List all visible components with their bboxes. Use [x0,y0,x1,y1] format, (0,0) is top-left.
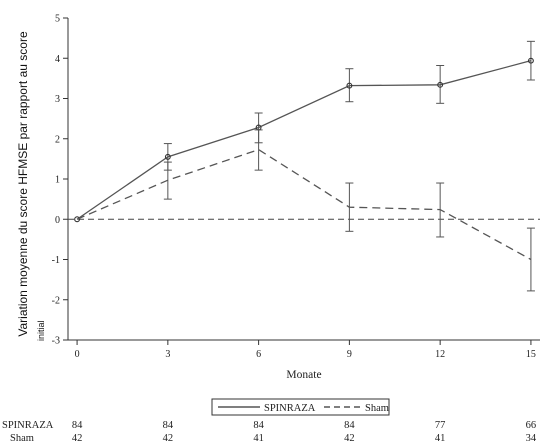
data-point-spinraza [346,82,353,89]
at-risk-value: 84 [253,420,264,431]
error-bar-spinraza [526,40,535,81]
at-risk-value: 42 [163,433,174,444]
at-risk-row-label: Sham [10,433,34,444]
y-tick-label: 0 [55,215,60,226]
y-tick-label: 2 [55,134,60,145]
x-tick-label: 9 [347,349,352,360]
at-risk-value: 84 [163,420,174,431]
x-tick-label: 12 [435,349,445,360]
at-risk-value: 77 [435,420,446,431]
error-bar-spinraza [436,64,445,104]
legend-label-sham: Sham [365,403,389,414]
x-tick-label: 0 [75,349,80,360]
series-line-spinraza [76,60,532,220]
at-risk-value: 42 [72,433,83,444]
at-risk-row-label: SPINRAZA [2,420,54,431]
at-risk-value: 66 [526,420,537,431]
error-bar-sham [163,161,172,200]
x-axis-ticks: 0 3 6 9 12 15 [75,340,536,360]
numbers-at-risk-table: SPINRAZA 84 84 84 84 77 66 Sham 42 42 41 42 41 34 [2,420,537,444]
y-axis-ticks: -3 -2 -1 0 1 2 3 4 5 [52,14,68,347]
data-point-spinraza [74,216,81,223]
error-bar-sham [345,182,354,232]
y-tick-label: 5 [55,14,60,25]
y-tick-label: -1 [52,255,60,266]
y-axis-label-line-2: initial [36,320,46,341]
y-tick-label: -3 [52,336,60,347]
data-point-spinraza [164,153,171,160]
legend-box [211,398,390,416]
error-bar-sham [254,129,263,171]
data-point-spinraza [437,81,444,88]
y-axis-label: Variation moyenne du score HFMSE par rap… [16,31,46,341]
x-tick-label: 15 [526,349,536,360]
y-tick-label: -2 [52,295,60,306]
error-bar-sham [526,227,535,292]
x-tick-label: 3 [165,349,170,360]
series-line-sham [76,148,532,261]
y-axis-label-line-1: Variation moyenne du score HFMSE par rap… [16,31,30,337]
at-risk-value: 41 [253,433,264,444]
x-tick-label: 6 [256,349,261,360]
y-tick-label: 3 [55,94,60,105]
error-bar-sham [436,182,445,238]
legend: SPINRAZA Sham [211,398,390,416]
x-axis-label: Monate [286,369,321,381]
error-bar-spinraza [345,68,354,103]
legend-label-spinraza: SPINRAZA [264,403,316,414]
at-risk-value: 84 [72,420,83,431]
at-risk-value: 34 [526,433,537,444]
at-risk-value: 42 [344,433,355,444]
at-risk-value: 41 [435,433,446,444]
series-sham [76,129,535,292]
series-layer [74,40,535,292]
data-point-spinraza [527,57,534,64]
at-risk-value: 84 [344,420,355,431]
series-spinraza [74,40,535,223]
y-tick-label: 4 [55,54,60,65]
y-tick-label: 1 [55,175,60,186]
